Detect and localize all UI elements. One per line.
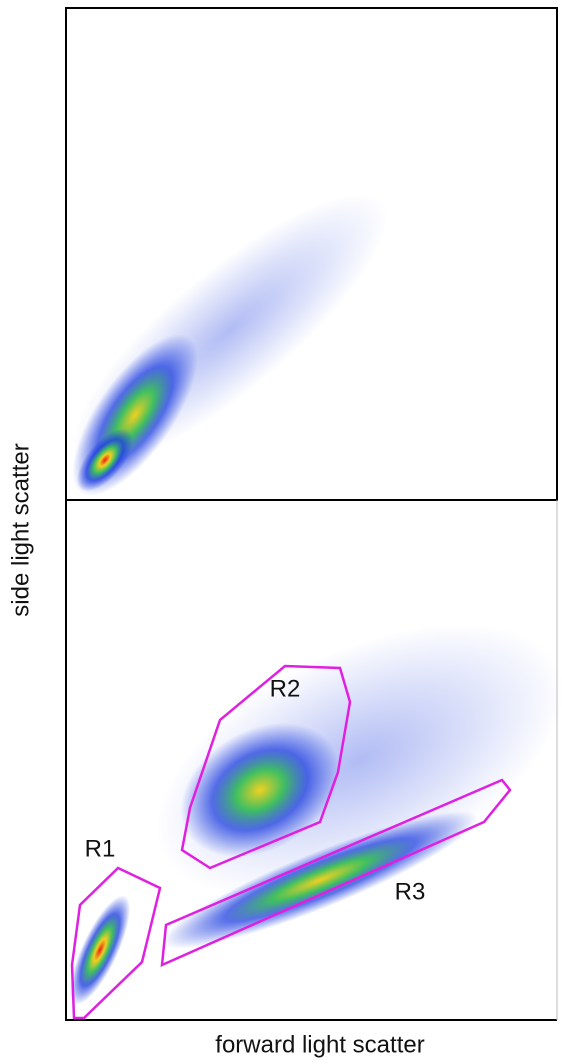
gate-r3 [160,778,512,968]
x-axis-label: forward light scatter [215,1031,424,1058]
gate-label: R1 [85,835,116,862]
bottom-panel: R1 R2 R3 [65,500,562,1021]
density-cloud [180,722,340,858]
gate-label: R2 [270,675,301,702]
density-cloud [69,895,131,1005]
gate-label: R3 [395,878,426,905]
gate-r2 [180,664,352,870]
top-panel [65,7,558,501]
plot-frame [65,7,558,501]
gate-r1 [70,866,162,1020]
density-cloud [162,811,478,949]
axes [65,500,557,1021]
y-axis-label: side light scatter [7,443,34,616]
density-cloud [76,428,134,492]
